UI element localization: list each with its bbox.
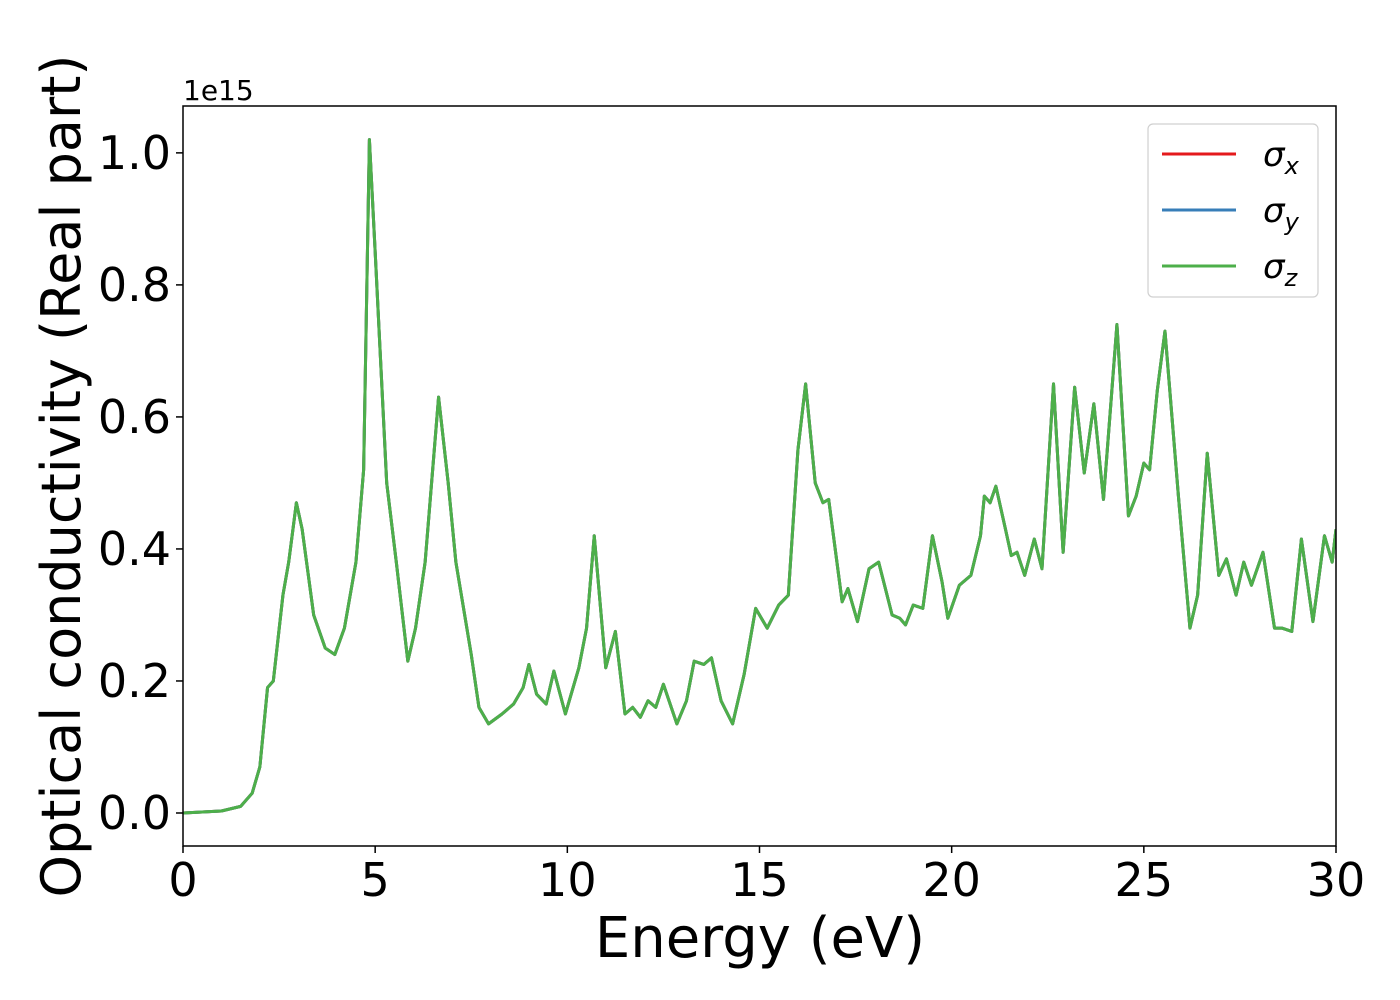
y-tick-label: 1.0 [98, 126, 171, 180]
x-tick-label: 30 [1307, 853, 1366, 907]
y-axis-label: Optical conductivity (Real part) [30, 55, 93, 898]
legend-label: σy [1263, 191, 1300, 236]
y-tick-label: 0.8 [98, 258, 171, 312]
x-axis-label: Energy (eV) [595, 906, 925, 971]
x-tick-label: 5 [361, 853, 390, 907]
x-tick-label: 25 [1115, 853, 1174, 907]
y-tick-label: 0.6 [98, 390, 171, 444]
x-tick-label: 10 [538, 853, 597, 907]
x-tick-label: 20 [922, 853, 981, 907]
plot-frame [182, 105, 1337, 847]
y-tick-label: 0.2 [98, 654, 171, 708]
legend-label: σz [1263, 247, 1299, 292]
x-tick-label: 0 [168, 853, 197, 907]
legend-label: σx [1263, 135, 1300, 180]
y-offset-label: 1e15 [183, 74, 254, 107]
y-tick-label: 0.0 [98, 786, 171, 840]
series-line [183, 138, 1336, 815]
y-tick-label: 0.4 [98, 522, 171, 576]
x-tick-label: 15 [730, 853, 789, 907]
